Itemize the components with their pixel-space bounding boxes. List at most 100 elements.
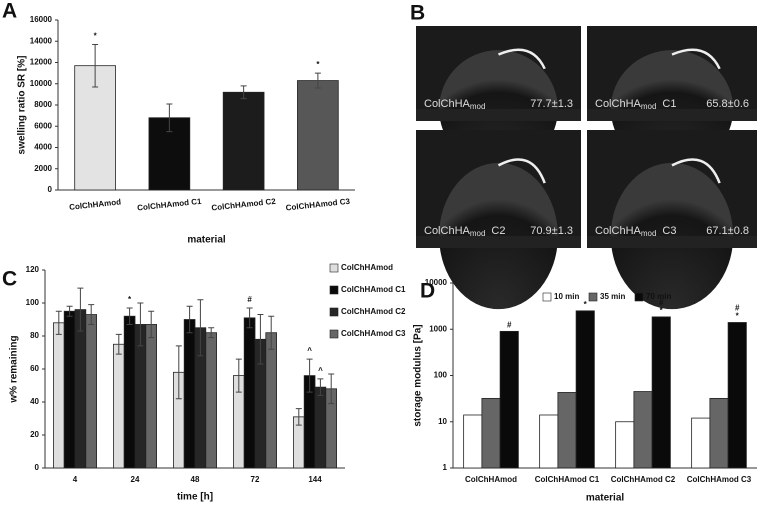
label-name: ColChHA	[595, 225, 642, 237]
bar	[499, 330, 519, 469]
legend-label: 35 min	[600, 292, 625, 301]
legend-label: 70 min	[646, 292, 671, 301]
y-tick-label: 0	[48, 185, 53, 194]
legend-swatch	[634, 292, 644, 302]
legend-swatch	[329, 263, 339, 273]
image-label: ColChHAmod	[424, 98, 485, 111]
label-suffix: C1	[662, 98, 676, 110]
annotation: *	[316, 60, 320, 69]
error-bar	[208, 327, 215, 339]
y-tick-label: 120	[26, 265, 40, 274]
bar	[314, 386, 327, 469]
y-tick-label: 14000	[30, 36, 53, 45]
error-bar	[175, 345, 182, 400]
bar	[539, 414, 559, 469]
annotation: *	[128, 295, 132, 304]
error-bar	[186, 305, 193, 334]
error-bar	[166, 103, 173, 133]
error-bar	[295, 408, 302, 426]
substrate	[416, 236, 581, 248]
bar	[651, 316, 671, 469]
label-sub: mod	[470, 229, 486, 238]
bar	[691, 417, 711, 469]
y-axis-label: w% remaining	[9, 335, 20, 403]
y-tick-label: 60	[30, 364, 39, 373]
error-bar	[88, 304, 95, 325]
error-bar	[246, 307, 253, 329]
bar	[463, 414, 483, 469]
bar	[557, 392, 577, 469]
y-tick-label: 40	[30, 397, 39, 406]
label-sub: mod	[641, 229, 657, 238]
error-bar	[197, 299, 204, 357]
x-tick-label: 48	[191, 475, 200, 484]
panel-letter: A	[2, 0, 17, 23]
panel-letter: D	[420, 280, 435, 303]
legend-label: ColChHAmod C2	[341, 307, 406, 316]
x-axis-label: material	[586, 493, 625, 504]
bar	[85, 314, 98, 469]
reflection	[497, 158, 546, 184]
y-tick-label: 8000	[34, 100, 52, 109]
error-bar	[115, 333, 122, 355]
image-label: ColChHAmod C1	[595, 98, 676, 111]
error-bar	[137, 302, 144, 347]
error-bar	[306, 358, 313, 393]
bar	[243, 317, 256, 469]
bar	[113, 343, 125, 469]
error-bar	[268, 315, 275, 350]
x-axis-label: time [h]	[177, 492, 213, 503]
error-bar	[314, 72, 321, 89]
annotation: #	[247, 295, 252, 304]
bar	[481, 397, 501, 469]
error-bar	[92, 43, 99, 88]
bar	[297, 80, 339, 191]
x-tick-label: 4	[73, 475, 78, 484]
x-tick-label: ColChHAmod	[69, 197, 122, 211]
label-suffix: C2	[491, 225, 505, 237]
label-suffix: C3	[662, 225, 676, 237]
angle-value: 67.1±0.8	[706, 225, 749, 237]
y-tick-label: 100	[26, 298, 40, 307]
legend-label: ColChHAmod	[341, 263, 393, 272]
annotation: *	[660, 306, 664, 315]
bar	[709, 397, 729, 469]
bar	[53, 322, 65, 469]
annotation: #	[507, 320, 512, 329]
bar	[265, 332, 277, 469]
legend-swatch	[329, 329, 339, 339]
reflection	[671, 158, 721, 184]
legend-swatch	[588, 292, 598, 302]
y-tick-label: 0	[35, 463, 40, 472]
y-tick-label: 1000	[429, 324, 447, 333]
bar	[633, 391, 653, 469]
y-tick-label: 10	[438, 417, 447, 426]
y-tick-label: 6000	[34, 121, 52, 130]
substrate	[587, 236, 757, 248]
y-tick-label: 4000	[34, 143, 52, 152]
x-tick-label: ColChHAmod	[465, 475, 517, 484]
error-bar	[148, 310, 155, 339]
annotation: #	[659, 298, 664, 307]
x-tick-label: ColChHAmod C2	[211, 197, 277, 213]
angle-value: 65.8±0.6	[706, 98, 749, 110]
x-tick-label: ColChHAmod C1	[535, 475, 600, 484]
image-label: ColChHAmod C3	[595, 225, 676, 238]
x-tick-label: 72	[251, 475, 260, 484]
y-tick-label: 10000	[425, 278, 448, 287]
error-bar	[126, 307, 133, 325]
reflection	[498, 48, 546, 70]
legend-swatch	[329, 285, 339, 295]
bar	[183, 319, 196, 469]
legend-swatch	[542, 292, 552, 302]
y-tick-label: 16000	[30, 15, 53, 24]
bar	[145, 324, 158, 469]
y-tick-label: 2000	[34, 164, 52, 173]
bar	[222, 91, 265, 191]
bar	[727, 322, 747, 469]
annotation: *	[736, 312, 740, 321]
label-name: ColChHA	[424, 225, 471, 237]
error-bar	[77, 287, 84, 332]
y-axis-label: storage modulus [Pa]	[413, 324, 424, 426]
